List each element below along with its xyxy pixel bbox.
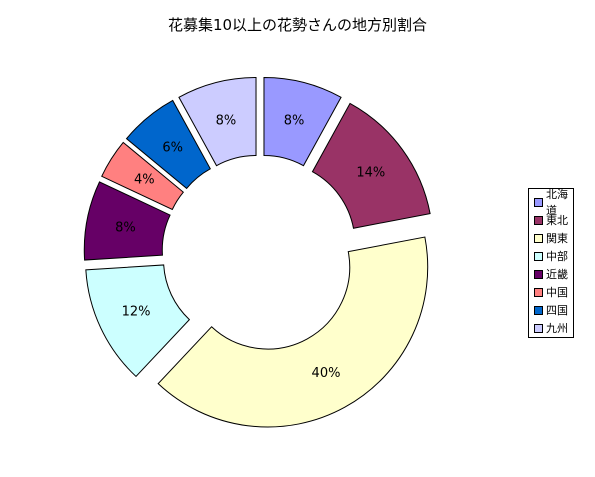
legend-label: 中国 — [546, 286, 568, 299]
legend-swatch — [534, 287, 543, 297]
legend-swatch — [534, 215, 543, 225]
legend-label: 東北 — [546, 214, 568, 227]
slice-北海道 — [263, 77, 342, 167]
legend-item-東北: 東北 — [534, 211, 573, 229]
legend-item-九州: 九州 — [534, 319, 573, 337]
slice-中国 — [101, 141, 185, 211]
legend-label: 北海道 — [546, 188, 568, 217]
slice-label-中国: 4% — [134, 173, 155, 188]
slice-label-北海道: 8% — [284, 113, 305, 128]
slice-九州 — [178, 77, 257, 167]
legend-label: 中部 — [546, 250, 568, 263]
slice-中部 — [85, 264, 191, 378]
slice-四国 — [125, 99, 211, 190]
legend-item-関東: 関東 — [534, 229, 573, 247]
slice-label-東北: 14% — [356, 165, 385, 180]
chart-title: 花募集10以上の花勢さんの地方別割合 — [167, 16, 428, 34]
legend-label: 四国 — [546, 304, 568, 317]
slice-関東 — [157, 236, 429, 428]
legend-swatch — [534, 251, 543, 261]
slice-label-中部: 12% — [122, 304, 151, 319]
slice-label-近畿: 8% — [115, 220, 136, 235]
legend-label: 関東 — [546, 232, 568, 245]
legend-swatch — [534, 233, 543, 243]
slice-東北 — [311, 102, 431, 229]
legend-item-近畿: 近畿 — [534, 265, 573, 283]
legend-label: 近畿 — [546, 268, 568, 281]
slice-label-関東: 40% — [312, 366, 341, 381]
legend-item-中部: 中部 — [534, 247, 573, 265]
legend-item-北海道: 北海道 — [534, 188, 573, 217]
legend-item-四国: 四国 — [534, 301, 573, 319]
legend: 北海道 東北関東中部近畿中国四国九州 — [528, 188, 574, 338]
legend-item-中国: 中国 — [534, 283, 573, 301]
slice-label-四国: 6% — [162, 140, 183, 155]
slice-近畿 — [83, 181, 171, 261]
legend-swatch — [534, 305, 543, 315]
legend-swatch — [534, 269, 543, 279]
legend-swatch — [534, 323, 543, 333]
legend-swatch — [534, 197, 543, 207]
slice-label-九州: 8% — [216, 113, 237, 128]
legend-label: 九州 — [546, 322, 568, 335]
